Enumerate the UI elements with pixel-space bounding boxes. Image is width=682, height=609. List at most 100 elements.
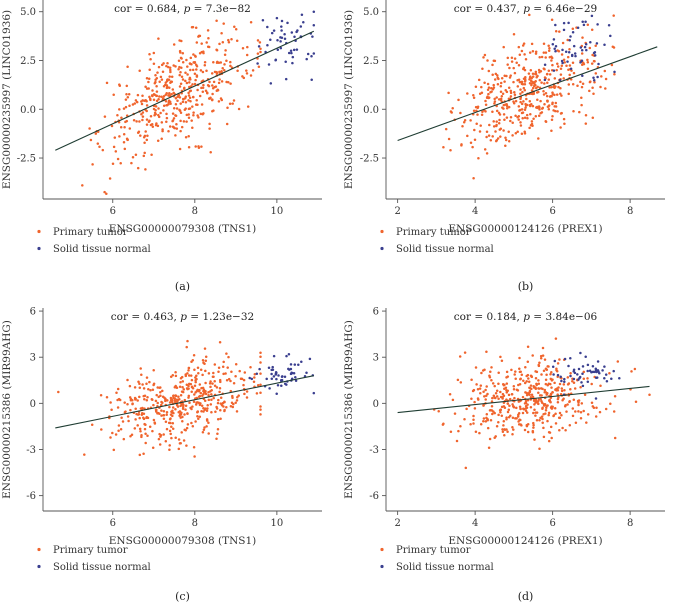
point-primary-tumor: [128, 127, 132, 130]
point-primary-tumor: [558, 382, 562, 386]
point-primary-tumor: [174, 65, 177, 68]
point-primary-tumor: [145, 138, 149, 142]
point-primary-tumor: [485, 130, 489, 134]
point-solid-tissue-normal: [274, 58, 278, 62]
point-primary-tumor: [105, 395, 109, 399]
point-primary-tumor: [186, 339, 189, 343]
point-primary-tumor: [214, 85, 218, 88]
point-primary-tumor: [112, 448, 116, 452]
point-primary-tumor: [166, 62, 169, 65]
point-primary-tumor: [517, 423, 521, 426]
point-primary-tumor: [612, 14, 615, 17]
point-primary-tumor: [142, 416, 145, 420]
point-primary-tumor: [143, 398, 146, 401]
point-primary-tumor: [147, 388, 150, 391]
point-primary-tumor: [583, 393, 587, 396]
point-primary-tumor: [114, 433, 118, 436]
point-solid-tissue-normal: [312, 10, 316, 14]
point-primary-tumor: [506, 402, 510, 405]
point-primary-tumor: [503, 383, 506, 387]
point-primary-tumor: [136, 399, 139, 402]
point-solid-tissue-normal: [310, 54, 313, 58]
point-primary-tumor: [459, 425, 462, 428]
point-primary-tumor: [136, 131, 140, 134]
point-primary-tumor: [219, 402, 223, 405]
point-primary-tumor: [164, 440, 168, 443]
point-solid-tissue-normal: [272, 354, 276, 358]
point-primary-tumor: [242, 378, 246, 382]
point-primary-tumor: [184, 136, 188, 139]
y-tick-label: 2.5: [20, 56, 36, 67]
point-primary-tumor: [493, 436, 496, 439]
point-primary-tumor: [116, 398, 119, 402]
point-solid-tissue-normal: [573, 371, 577, 375]
point-primary-tumor: [569, 387, 572, 391]
point-primary-tumor: [161, 389, 164, 393]
point-primary-tumor: [529, 75, 532, 78]
point-primary-tumor: [181, 52, 185, 55]
y-tick-label: -3: [369, 445, 379, 456]
point-solid-tissue-normal: [289, 367, 293, 371]
point-primary-tumor: [134, 99, 138, 102]
point-primary-tumor: [143, 427, 147, 431]
point-primary-tumor: [494, 130, 497, 133]
point-primary-tumor: [506, 375, 510, 378]
point-primary-tumor: [184, 404, 188, 407]
point-primary-tumor: [512, 405, 515, 408]
point-solid-tissue-normal: [580, 381, 583, 384]
point-primary-tumor: [524, 57, 528, 61]
point-primary-tumor: [203, 61, 207, 64]
x-tick-label: 10: [271, 206, 284, 217]
point-primary-tumor: [179, 119, 182, 123]
point-primary-tumor: [122, 133, 126, 136]
point-primary-tumor: [512, 102, 516, 105]
point-primary-tumor: [225, 122, 229, 126]
point-primary-tumor: [153, 422, 157, 425]
point-primary-tumor: [480, 85, 483, 89]
point-primary-tumor: [246, 45, 249, 49]
point-primary-tumor: [567, 68, 570, 72]
point-primary-tumor: [459, 381, 463, 384]
point-primary-tumor: [145, 100, 148, 103]
point-primary-tumor: [566, 55, 570, 59]
point-primary-tumor: [257, 65, 261, 69]
point-primary-tumor: [109, 401, 112, 404]
point-primary-tumor: [145, 399, 149, 402]
point-primary-tumor: [554, 422, 558, 425]
point-primary-tumor: [192, 61, 195, 64]
point-solid-tissue-normal: [552, 69, 556, 72]
point-primary-tumor: [177, 395, 180, 399]
point-primary-tumor: [129, 397, 133, 401]
point-primary-tumor: [504, 103, 507, 106]
point-primary-tumor: [183, 428, 186, 431]
point-primary-tumor: [83, 453, 86, 456]
point-primary-tumor: [558, 416, 562, 420]
point-primary-tumor: [119, 126, 123, 129]
point-primary-tumor: [124, 105, 128, 109]
point-primary-tumor: [181, 78, 185, 81]
point-primary-tumor: [243, 392, 246, 396]
point-primary-tumor: [134, 418, 137, 421]
point-primary-tumor: [151, 89, 154, 92]
point-primary-tumor: [582, 377, 586, 380]
point-primary-tumor: [187, 366, 191, 370]
legend-solid-tissue-normal-marker: [380, 246, 384, 251]
point-primary-tumor: [176, 99, 179, 103]
regression-line: [55, 375, 314, 429]
point-primary-tumor: [560, 111, 563, 115]
point-solid-tissue-normal: [284, 60, 287, 64]
point-primary-tumor: [537, 137, 540, 140]
point-primary-tumor: [523, 381, 527, 385]
point-primary-tumor: [567, 92, 570, 96]
point-primary-tumor: [539, 356, 543, 360]
point-primary-tumor: [216, 417, 220, 421]
point-primary-tumor: [175, 123, 178, 126]
point-primary-tumor: [138, 382, 141, 385]
point-primary-tumor: [179, 393, 183, 397]
point-primary-tumor: [174, 436, 177, 439]
point-primary-tumor: [457, 98, 460, 102]
point-solid-tissue-normal: [610, 377, 613, 380]
point-primary-tumor: [517, 383, 520, 387]
title-cor: cor = 0.463,: [111, 311, 180, 323]
